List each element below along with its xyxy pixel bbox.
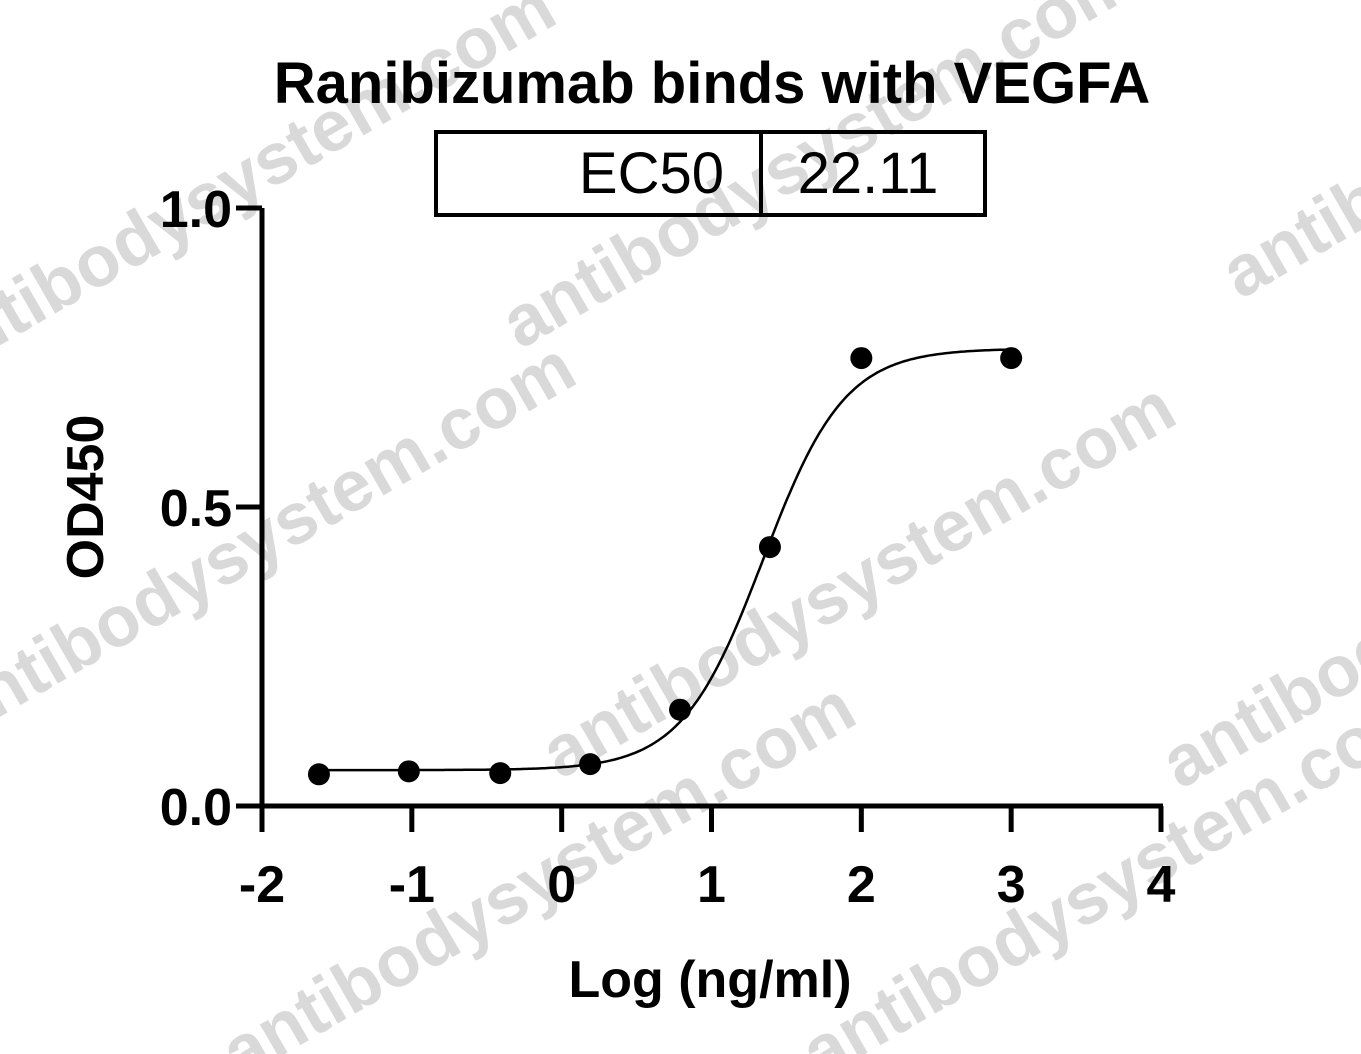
ec50-label: EC50 xyxy=(579,141,724,206)
y-tick-label: 0.0 xyxy=(160,779,232,837)
y-tick-label: 0.5 xyxy=(160,480,232,538)
y-tick-label: 1.0 xyxy=(160,181,232,239)
data-point xyxy=(758,536,781,559)
ec50-table: EC50 22.11 xyxy=(434,130,987,217)
ec50-value: 22.11 xyxy=(798,141,939,206)
y-axis-label: OD450 xyxy=(57,415,115,580)
fit-curve xyxy=(318,348,1012,772)
data-point xyxy=(307,763,330,786)
watermark-text: antibodysystem.com xyxy=(1208,0,1361,314)
data-point xyxy=(1000,347,1023,370)
tick-layer: -2 -1 0 1 2 3 4 0.0 0.5 1.0 xyxy=(160,181,1176,914)
data-point xyxy=(397,760,420,783)
ec50-table-border xyxy=(434,130,987,217)
x-tick-label: 4 xyxy=(1147,856,1176,914)
data-point xyxy=(579,753,602,776)
data-points xyxy=(307,347,1023,786)
x-tick-label: 3 xyxy=(997,856,1026,914)
chart-title: Ranibizumab binds with VEGFA xyxy=(274,51,1151,116)
data-point xyxy=(850,347,873,370)
data-point xyxy=(669,698,692,721)
data-point xyxy=(489,762,512,785)
x-tick-label: 1 xyxy=(697,856,726,914)
x-tick-label: 2 xyxy=(847,856,876,914)
x-tick-label: -1 xyxy=(389,856,435,914)
x-tick-label: 0 xyxy=(547,856,576,914)
x-axis-label: Log (ng/ml) xyxy=(568,951,851,1009)
x-tick-label: -2 xyxy=(239,856,285,914)
